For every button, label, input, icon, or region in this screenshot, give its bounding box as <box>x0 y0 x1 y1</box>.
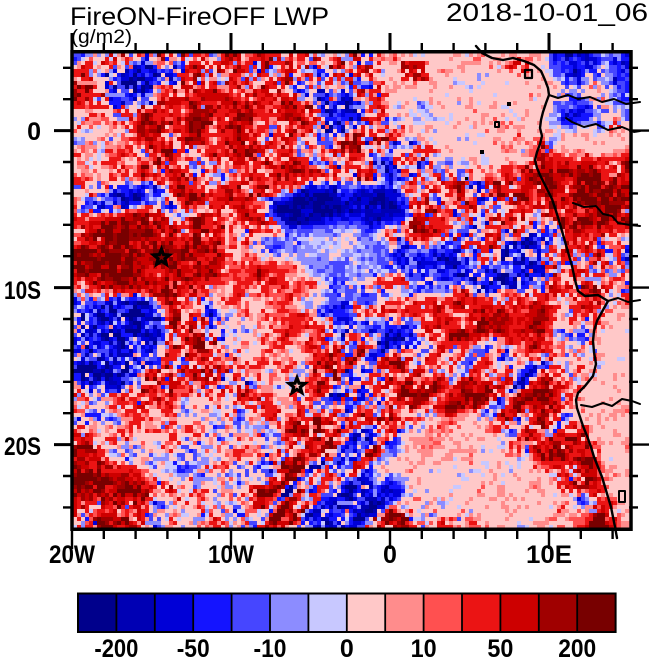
svg-text:-10: -10 <box>254 635 287 663</box>
svg-text:200: 200 <box>558 635 596 663</box>
svg-text:20W: 20W <box>49 541 95 569</box>
svg-text:50: 50 <box>487 635 513 663</box>
svg-text:20S: 20S <box>4 433 41 461</box>
svg-text:-50: -50 <box>177 635 210 663</box>
svg-text:10E: 10E <box>526 541 572 569</box>
svg-text:(g/m2): (g/m2) <box>71 27 132 48</box>
svg-text:10S: 10S <box>4 277 41 305</box>
svg-text:0: 0 <box>27 118 41 146</box>
svg-text:10W: 10W <box>208 541 254 569</box>
svg-text:0: 0 <box>383 541 397 569</box>
svg-text:2018-10-01_06: 2018-10-01_06 <box>446 0 648 27</box>
svg-text:0: 0 <box>340 635 354 663</box>
svg-text:FireON-FireOFF LWP: FireON-FireOFF LWP <box>70 3 329 31</box>
svg-text:10: 10 <box>411 635 437 663</box>
svg-text:-200: -200 <box>94 635 138 663</box>
